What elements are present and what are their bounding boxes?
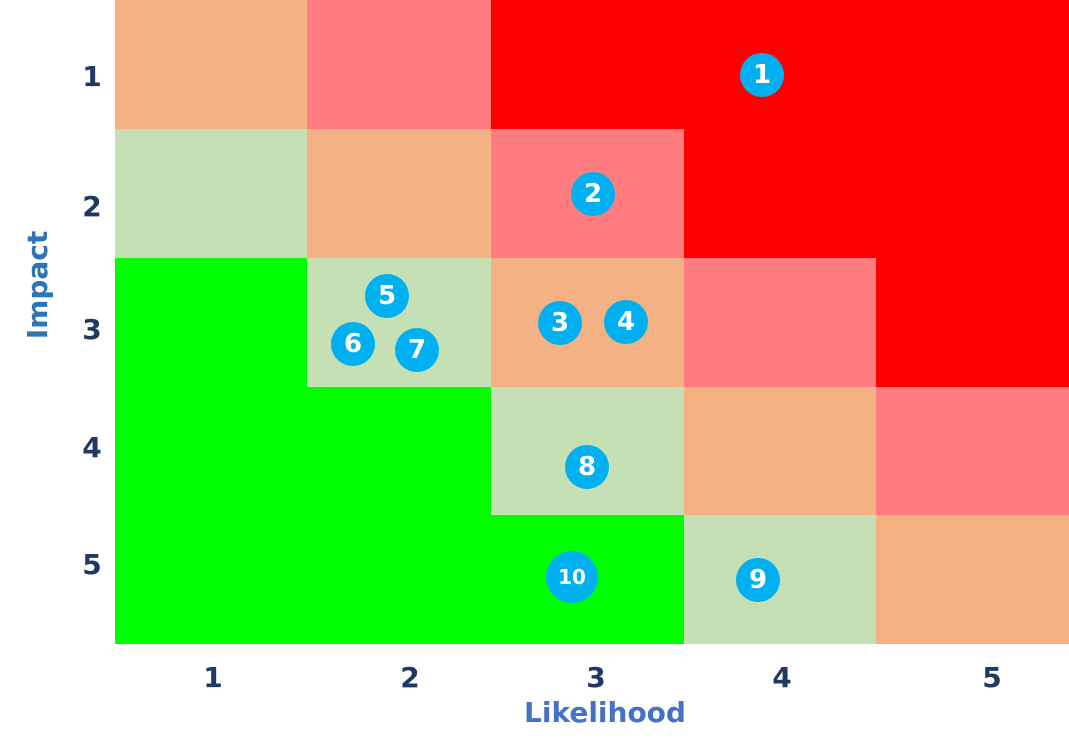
x-axis-title: Likelihood — [524, 696, 686, 729]
heatmap-cell — [876, 258, 1069, 387]
risk-marker: 2 — [571, 172, 615, 216]
x-tick-label: 3 — [586, 661, 606, 694]
y-tick-label: 5 — [82, 548, 102, 581]
y-axis-title: Impact — [21, 230, 54, 340]
heatmap-cell — [115, 0, 307, 129]
heatmap-cell — [876, 0, 1069, 129]
heatmap-cell — [684, 258, 876, 387]
heatmap-cell — [307, 515, 491, 644]
heatmap-cell — [876, 129, 1069, 258]
heatmap-cell — [491, 258, 684, 387]
heatmap-cell — [115, 129, 307, 258]
heatmap-cell — [115, 258, 307, 387]
heatmap-cell — [115, 387, 307, 515]
risk-marker: 1 — [740, 53, 784, 97]
y-tick-label: 3 — [82, 313, 102, 346]
x-tick-label: 2 — [400, 661, 420, 694]
y-tick-label: 2 — [82, 190, 102, 223]
heatmap-cell — [684, 515, 876, 644]
x-tick-label: 4 — [772, 661, 792, 694]
y-tick-label: 4 — [82, 431, 102, 464]
risk-marker: 6 — [331, 322, 375, 366]
risk-marker: 7 — [395, 328, 439, 372]
heatmap-cell — [307, 129, 491, 258]
risk-marker: 4 — [604, 300, 648, 344]
risk-marker: 5 — [365, 274, 409, 318]
risk-marker: 8 — [565, 445, 609, 489]
heatmap-cell — [307, 0, 491, 129]
y-tick-label: 1 — [82, 60, 102, 93]
risk-marker: 3 — [538, 301, 582, 345]
x-tick-label: 5 — [982, 661, 1002, 694]
heatmap-cell — [684, 129, 876, 258]
heatmap-cell — [115, 515, 307, 644]
heatmap-cell — [876, 387, 1069, 515]
heatmap-cell — [876, 515, 1069, 644]
risk-marker: 9 — [736, 558, 780, 602]
risk-marker: 10 — [546, 551, 598, 603]
heatmap-cell — [684, 387, 876, 515]
heatmap-cell — [491, 0, 684, 129]
heatmap-cell — [307, 387, 491, 515]
x-tick-label: 1 — [203, 661, 223, 694]
